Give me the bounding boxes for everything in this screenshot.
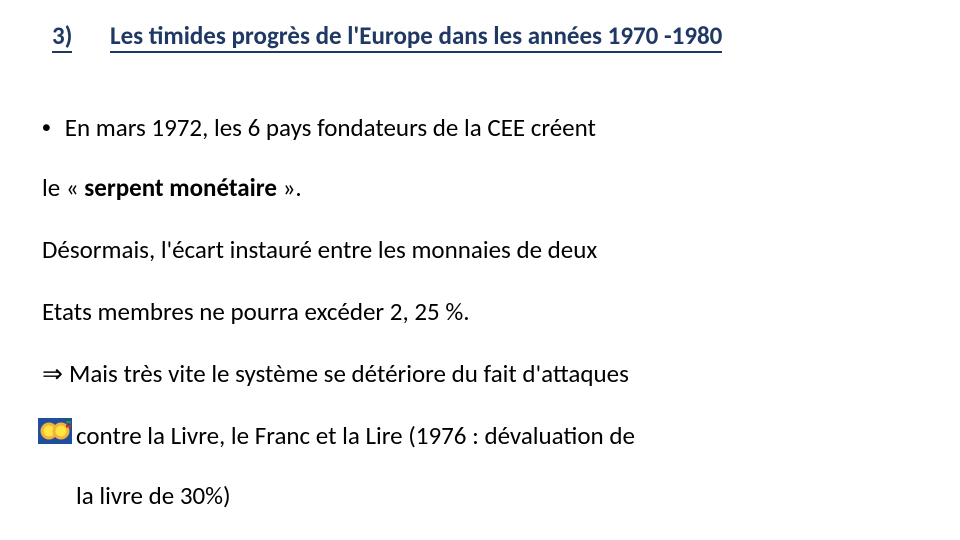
- line-5: ⇒Mais très vite le système se détériore …: [42, 358, 629, 389]
- heading: 3): [52, 20, 72, 51]
- line-4: Etats membres ne pourra excéder 2, 25 %.: [42, 296, 470, 327]
- line-2: le « serpent monétaire ».: [42, 172, 302, 203]
- double-arrow-icon: ⇒: [42, 360, 63, 388]
- heading-number: 3): [52, 20, 72, 53]
- slide: 3) Les timides progrès de l'Europe dans …: [0, 0, 960, 540]
- line-3: Désormais, l'écart instauré entre les mo…: [42, 234, 597, 265]
- line-5-text: Mais très vite le système se détériore d…: [69, 358, 629, 389]
- line-7: la livre de 30%): [76, 480, 231, 511]
- bullet-dot: •: [42, 114, 51, 142]
- line-2-prefix: le «: [42, 172, 84, 203]
- line-2-suffix: ».: [277, 172, 302, 203]
- coins-icon: [38, 418, 72, 444]
- line-1-text: En mars 1972, les 6 pays fondateurs de l…: [65, 112, 596, 143]
- line-2-bold: serpent monétaire: [84, 172, 277, 203]
- line-6: contre la Livre, le Franc et la Lire (19…: [76, 420, 635, 451]
- heading-title: Les timides progrès de l'Europe dans les…: [110, 20, 722, 53]
- bullet-line-1: • En mars 1972, les 6 pays fondateurs de …: [42, 112, 596, 143]
- heading-title-wrap: Les timides progrès de l'Europe dans les…: [110, 20, 722, 51]
